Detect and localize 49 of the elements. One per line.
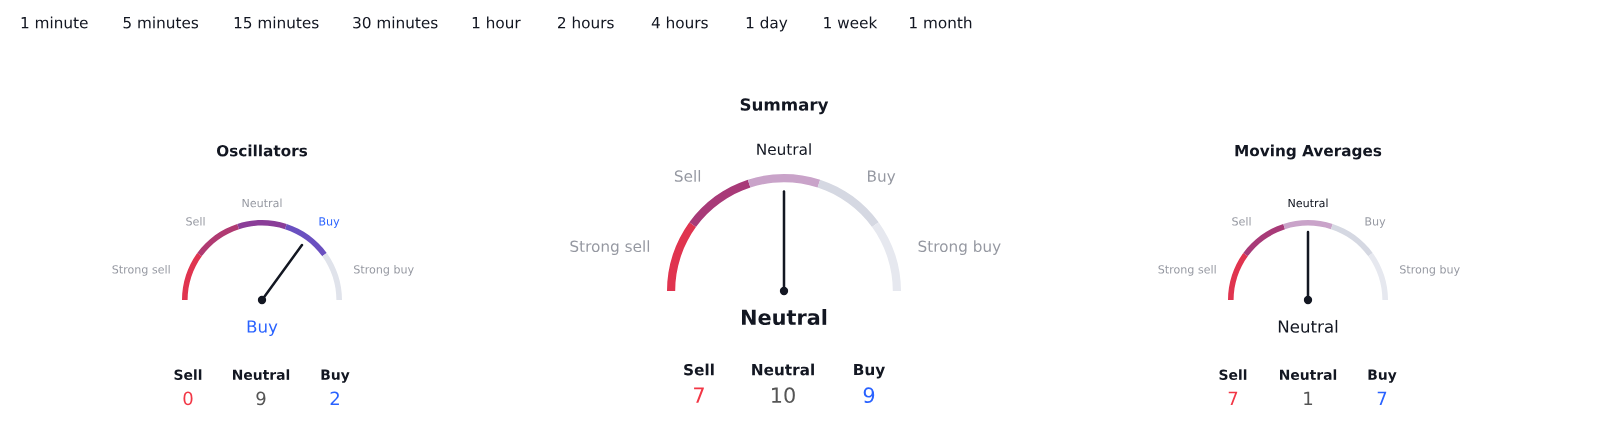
slice-label: Strong sell: [112, 264, 170, 276]
text: Neutral: [742, 309, 827, 326]
data-label: 7: [694, 387, 704, 403]
data-label: 7: [1377, 391, 1387, 405]
chart-title: Summary: [740, 98, 829, 115]
category-label: Neutral: [233, 369, 290, 381]
slice-label: Strong buy: [354, 264, 414, 276]
slice-label: Sell: [674, 170, 701, 182]
category-label: Sell: [174, 369, 202, 381]
text: 1 month: [910, 16, 972, 29]
category-label: Neutral: [752, 363, 814, 376]
text: 1 day: [746, 16, 788, 32]
text: 2 hours: [558, 16, 614, 29]
data-label: 7: [1228, 391, 1238, 405]
text: 4 hours: [651, 16, 708, 29]
text: 5 minutes: [123, 16, 199, 29]
slice-label: Strong sell: [1158, 264, 1216, 276]
slice-label: Buy: [868, 170, 896, 185]
category-label: Sell: [1219, 369, 1247, 381]
chart-title: Moving Averages: [1235, 144, 1382, 160]
slice-label: Neutral: [757, 143, 811, 156]
data-label: 1: [1304, 391, 1313, 405]
data-label: 9: [863, 387, 875, 404]
text: Neutral: [1278, 319, 1338, 333]
text: 1 week: [824, 16, 878, 29]
slice-label: Sell: [1232, 216, 1251, 226]
slice-label: Sell: [186, 216, 205, 226]
slice-label: Neutral: [242, 198, 282, 208]
chart-title: Oscillators: [216, 144, 308, 157]
text: 1 hour: [472, 16, 521, 29]
category-label: Neutral: [1280, 369, 1337, 381]
slice-label: Buy: [319, 217, 340, 228]
category-label: Buy: [854, 363, 885, 379]
text: 15 minutes: [234, 16, 319, 29]
data-label: 9: [256, 391, 266, 406]
slice-label: Strong sell: [570, 240, 650, 256]
category-label: Buy: [321, 369, 350, 383]
category-label: Buy: [1368, 369, 1397, 383]
slice-label: Strong buy: [918, 240, 1001, 256]
data-label: 0: [183, 391, 193, 406]
data-label: 2: [330, 391, 339, 405]
data-label: 10: [772, 387, 795, 404]
text: 1 minute: [21, 16, 88, 29]
text: 30 minutes: [353, 16, 438, 29]
slice-label: Strong buy: [1400, 264, 1460, 276]
slice-label: Buy: [1365, 217, 1386, 228]
category-label: Sell: [684, 363, 714, 376]
slice-label: Neutral: [1288, 198, 1328, 208]
text: Buy: [247, 320, 278, 337]
